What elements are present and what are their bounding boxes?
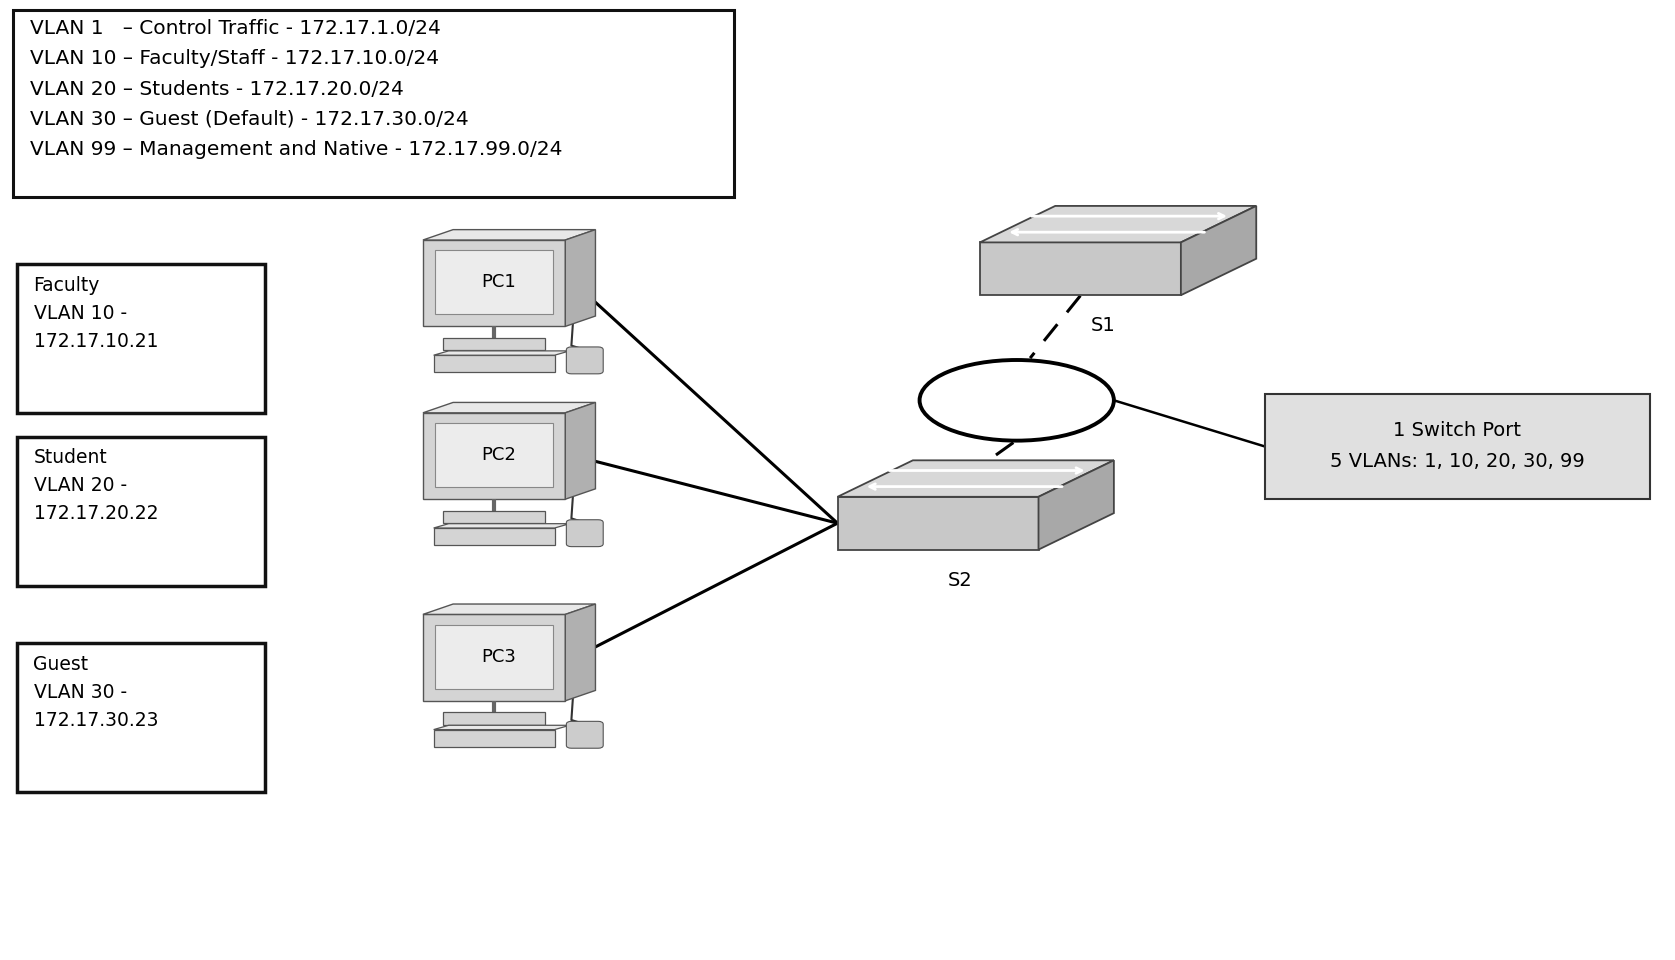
Polygon shape (566, 229, 596, 326)
Polygon shape (422, 229, 596, 240)
Polygon shape (442, 712, 546, 725)
FancyBboxPatch shape (13, 10, 734, 197)
FancyBboxPatch shape (17, 437, 265, 586)
FancyBboxPatch shape (17, 643, 265, 792)
Text: VLAN 1   – Control Traffic - 172.17.1.0/24
VLAN 10 – Faculty/Staff - 172.17.10.0: VLAN 1 – Control Traffic - 172.17.1.0/24… (30, 19, 563, 159)
Polygon shape (980, 243, 1181, 296)
Polygon shape (434, 730, 554, 747)
Polygon shape (1038, 460, 1114, 549)
Polygon shape (980, 206, 1256, 243)
Polygon shape (1181, 206, 1256, 296)
Text: Faculty
VLAN 10 -
172.17.10.21: Faculty VLAN 10 - 172.17.10.21 (34, 276, 157, 350)
Polygon shape (422, 614, 566, 701)
Polygon shape (422, 240, 566, 326)
Polygon shape (422, 604, 596, 614)
Polygon shape (442, 511, 546, 523)
Text: PC1: PC1 (481, 274, 516, 291)
FancyBboxPatch shape (566, 519, 603, 546)
Text: Guest
VLAN 30 -
172.17.30.23: Guest VLAN 30 - 172.17.30.23 (34, 655, 157, 730)
FancyBboxPatch shape (436, 625, 553, 689)
Polygon shape (434, 355, 554, 372)
FancyBboxPatch shape (566, 721, 603, 748)
Text: PC3: PC3 (481, 648, 516, 665)
Polygon shape (566, 604, 596, 701)
Polygon shape (434, 726, 570, 730)
Text: 1 Switch Port
5 VLANs: 1, 10, 20, 30, 99: 1 Switch Port 5 VLANs: 1, 10, 20, 30, 99 (1330, 421, 1585, 471)
Polygon shape (566, 402, 596, 499)
Polygon shape (838, 460, 1114, 497)
Polygon shape (422, 413, 566, 499)
Polygon shape (838, 497, 1038, 549)
Polygon shape (434, 524, 570, 528)
FancyBboxPatch shape (1265, 394, 1650, 499)
Polygon shape (422, 402, 596, 413)
Polygon shape (442, 338, 546, 350)
FancyBboxPatch shape (566, 347, 603, 373)
FancyBboxPatch shape (436, 423, 553, 488)
Text: S1: S1 (1090, 317, 1116, 335)
Ellipse shape (920, 360, 1114, 441)
Text: PC2: PC2 (481, 446, 516, 464)
FancyBboxPatch shape (436, 251, 553, 315)
Polygon shape (434, 351, 570, 355)
Polygon shape (434, 528, 554, 545)
Text: Student
VLAN 20 -
172.17.20.22: Student VLAN 20 - 172.17.20.22 (34, 448, 157, 523)
Text: S2: S2 (948, 570, 973, 589)
FancyBboxPatch shape (17, 264, 265, 413)
